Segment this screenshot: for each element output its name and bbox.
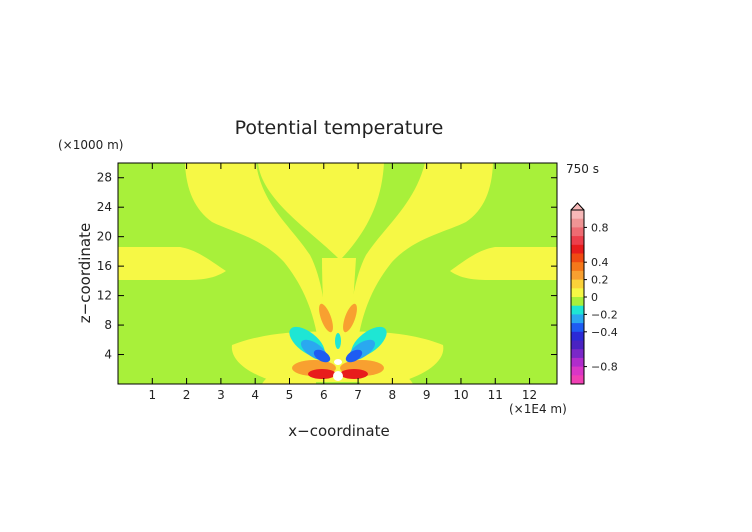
colorbar-label: 0.8 <box>591 221 609 234</box>
x-tick-label: 9 <box>423 388 431 402</box>
y-tick-label: 8 <box>104 318 112 332</box>
x-tick-label: 1 <box>148 388 156 402</box>
petal-cyan-center <box>335 333 341 349</box>
colorbar-band <box>571 279 584 289</box>
y-tick-label: 24 <box>97 200 112 214</box>
region-right-lobe <box>450 247 557 280</box>
x-tick-label: 4 <box>251 388 259 402</box>
core-white-regions <box>333 359 343 381</box>
region-left-lobe <box>118 247 226 280</box>
x-tick-label: 8 <box>389 388 397 402</box>
core-white-bottom <box>333 371 343 381</box>
positive-weak-regions <box>118 163 557 384</box>
colorbar-band <box>571 366 584 376</box>
time-label: 750 s <box>566 162 599 176</box>
colorbar-band <box>571 218 584 228</box>
y-tick-label: 12 <box>97 289 112 303</box>
x-tick-label: 10 <box>453 388 468 402</box>
colorbar-top-arrow <box>570 202 585 211</box>
plot-frame <box>117 162 558 385</box>
y-ticks: 4 8 12 16 20 24 28 <box>97 171 557 362</box>
colorbar-band <box>571 314 584 324</box>
colorbar-band <box>571 357 584 368</box>
colorbar-label: −0.8 <box>591 361 618 374</box>
positive-mid-regions <box>292 303 384 376</box>
y-unit-label: (×1000 m) <box>58 138 123 152</box>
x-tick-label: 7 <box>354 388 362 402</box>
region-left-arm <box>185 163 328 340</box>
colorbar: 0.8 0.4 0.2 0 −0.2 −0.4 −0.8 <box>570 202 618 385</box>
petal-left-upper <box>319 303 333 333</box>
colorbar-label: 0.4 <box>591 256 609 269</box>
petal-right-upper <box>343 303 357 333</box>
y-axis-label: z−coordinate <box>76 223 94 323</box>
y-tick-label: 20 <box>97 230 112 244</box>
x-axis-label: x−coordinate <box>288 422 389 440</box>
region-lower-lobe <box>231 331 444 382</box>
colorbar-band <box>571 305 584 315</box>
core-red-left <box>308 369 336 379</box>
petal-deepblue-left <box>313 349 331 363</box>
colorbar-band <box>571 288 584 298</box>
plot-field <box>118 163 557 384</box>
colorbar-band <box>571 331 584 341</box>
region-right-arm <box>348 163 493 340</box>
negative-strong-regions <box>313 349 363 363</box>
y-tick-label: 16 <box>97 259 112 273</box>
colorbar-band <box>571 375 584 385</box>
x-tick-label: 2 <box>183 388 191 402</box>
core-white-top <box>334 359 342 365</box>
colorbar-band <box>571 244 584 254</box>
colorbar-label: 0 <box>591 291 598 304</box>
colorbar-label: −0.4 <box>591 326 618 339</box>
colorbar-band <box>571 227 584 237</box>
colorbar-band <box>571 349 584 359</box>
core-red-right <box>340 369 368 379</box>
colorbar-label: −0.2 <box>591 308 618 321</box>
x-tick-label: 6 <box>320 388 328 402</box>
chart-title: Potential temperature <box>235 117 444 139</box>
colorbar-label: 0.2 <box>591 274 609 287</box>
y-tick-label: 4 <box>104 348 112 362</box>
positive-strong-regions <box>308 369 368 379</box>
colorbar-band <box>571 297 584 307</box>
y-tick-label: 28 <box>97 171 112 185</box>
x-tick-label: 3 <box>217 388 225 402</box>
x-ticks: 1 2 3 4 5 6 7 8 9 10 11 12 <box>148 163 537 402</box>
colorbar-band <box>571 210 584 220</box>
x-unit-label: (×1E4 m) <box>509 402 567 416</box>
petal-deepblue-right <box>345 349 363 363</box>
x-tick-label: 11 <box>488 388 503 402</box>
colorbar-band <box>571 253 584 263</box>
x-tick-label: 12 <box>522 388 537 402</box>
colorbar-band <box>571 270 584 281</box>
colorbar-band <box>571 236 584 246</box>
colorbar-band <box>571 323 584 333</box>
x-tick-label: 5 <box>286 388 294 402</box>
colorbar-band <box>571 262 584 272</box>
colorbar-band <box>571 340 584 350</box>
region-central-v <box>258 163 384 258</box>
